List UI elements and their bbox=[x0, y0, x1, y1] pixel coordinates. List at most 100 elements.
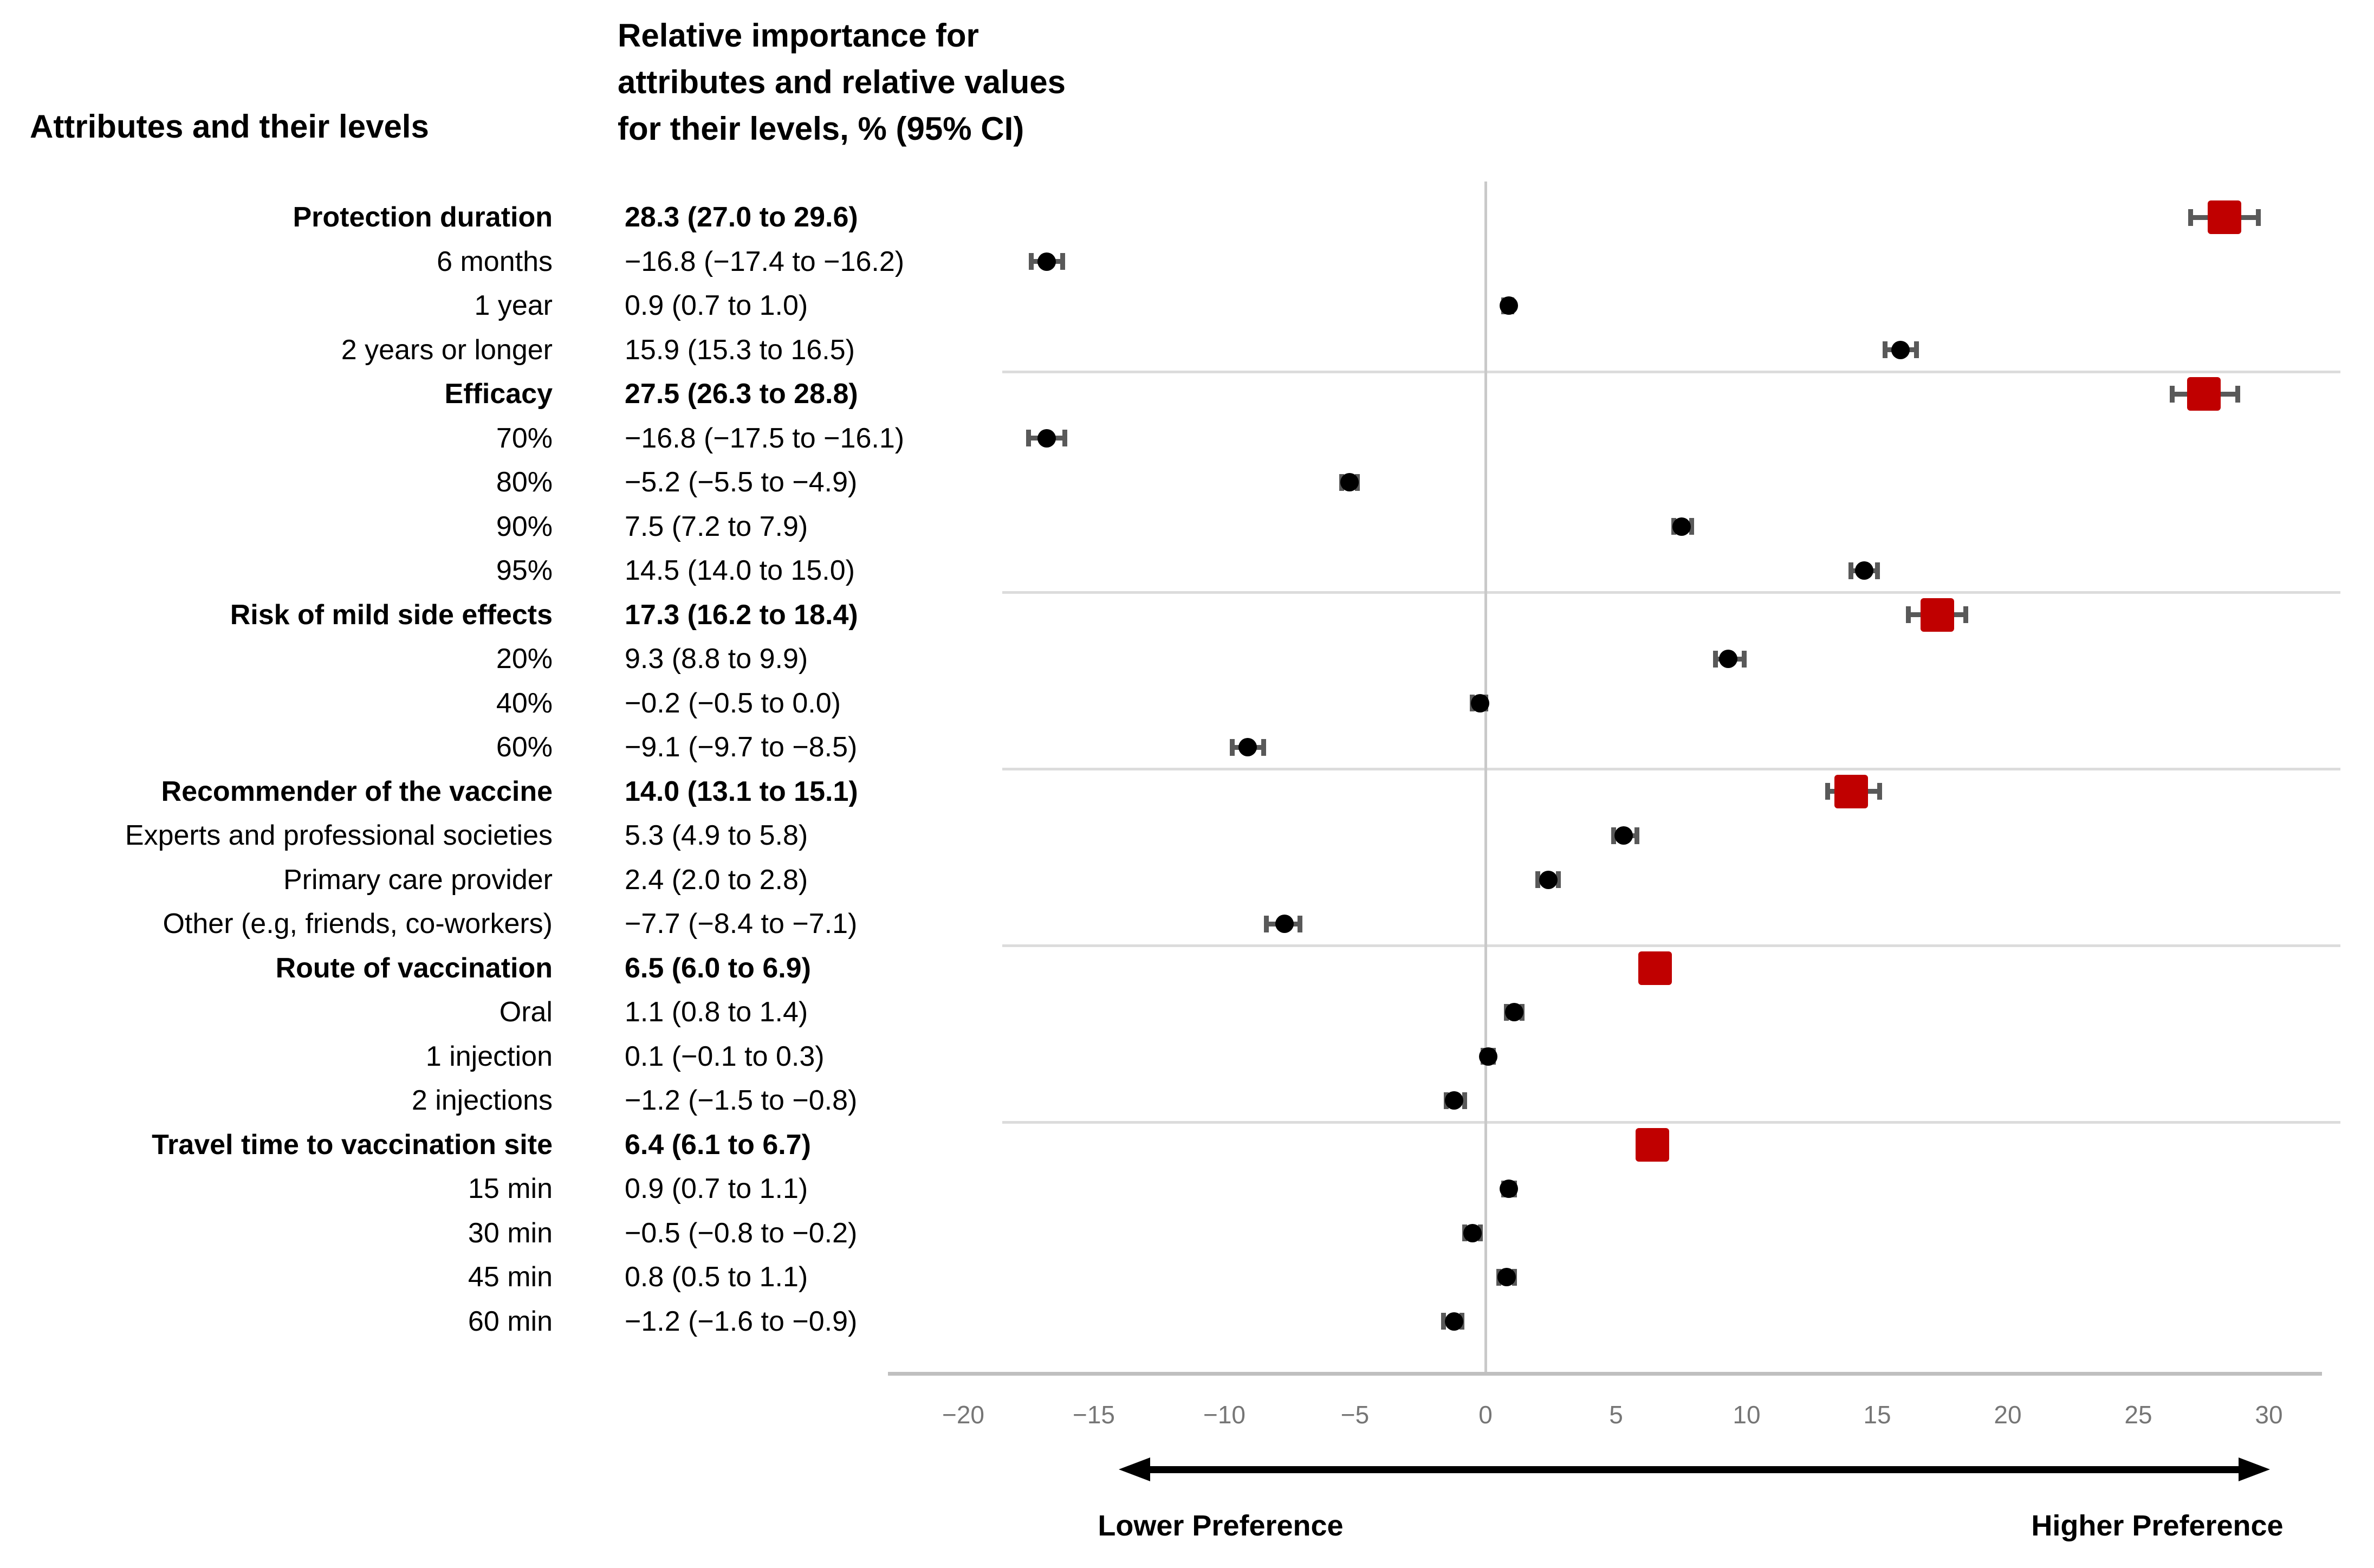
group-separator-line bbox=[1002, 1121, 2340, 1124]
level-value-text: 2.4 (2.0 to 2.8) bbox=[625, 864, 808, 896]
preference-arrow-shaft bbox=[1147, 1466, 2242, 1473]
attribute-estimate-marker bbox=[1636, 1128, 1670, 1162]
arrow-head-right bbox=[2239, 1457, 2270, 1481]
level-label: 45 min bbox=[468, 1261, 553, 1293]
level-estimate-marker bbox=[1614, 826, 1633, 845]
level-estimate-marker bbox=[1500, 1180, 1519, 1198]
ci-lower-cap bbox=[1713, 650, 1718, 668]
level-estimate-marker bbox=[1500, 296, 1519, 315]
level-value-text: 7.5 (7.2 to 7.9) bbox=[625, 510, 808, 542]
level-label: 70% bbox=[496, 422, 553, 454]
arrow-head-left bbox=[1119, 1457, 1150, 1481]
level-label: 2 years or longer bbox=[341, 334, 553, 366]
level-label: 80% bbox=[496, 466, 553, 498]
level-value-text: −0.2 (−0.5 to 0.0) bbox=[625, 687, 841, 719]
level-estimate-marker bbox=[1037, 252, 1056, 271]
level-label: 1 injection bbox=[425, 1040, 553, 1072]
ci-upper-cap bbox=[1741, 650, 1747, 668]
level-estimate-marker bbox=[1478, 1047, 1497, 1066]
level-label: Primary care provider bbox=[283, 864, 553, 896]
level-estimate-marker bbox=[1497, 1268, 1516, 1286]
level-label: 60 min bbox=[468, 1305, 553, 1337]
column-header-attributes: Attributes and their levels bbox=[30, 108, 429, 145]
ci-upper-cap bbox=[1689, 518, 1695, 535]
level-value-text: −7.7 (−8.4 to −7.1) bbox=[625, 908, 858, 939]
ci-upper-cap bbox=[1062, 430, 1068, 446]
level-estimate-marker bbox=[1037, 429, 1056, 448]
x-axis-tick-label: 0 bbox=[1478, 1401, 1493, 1429]
ci-upper-cap bbox=[1914, 341, 1919, 358]
level-value-text: −5.2 (−5.5 to −4.9) bbox=[625, 466, 858, 498]
attribute-label: Risk of mild side effects bbox=[230, 599, 553, 631]
ci-lower-cap bbox=[1611, 827, 1616, 844]
level-estimate-marker bbox=[1445, 1312, 1464, 1331]
level-estimate-marker bbox=[1275, 915, 1294, 933]
level-label: Oral bbox=[499, 996, 553, 1028]
ci-lower-cap bbox=[2170, 385, 2175, 403]
ci-lower-cap bbox=[1882, 341, 1887, 358]
zero-reference-line bbox=[1484, 182, 1487, 1372]
ci-lower-cap bbox=[1825, 783, 1830, 800]
level-estimate-marker bbox=[1238, 738, 1257, 756]
attribute-value-text: 28.3 (27.0 to 29.6) bbox=[625, 202, 858, 233]
attribute-estimate-marker bbox=[1638, 951, 1672, 985]
ci-upper-cap bbox=[1877, 783, 1883, 800]
attribute-label: Efficacy bbox=[444, 378, 553, 410]
attribute-value-text: 6.4 (6.1 to 6.7) bbox=[625, 1129, 811, 1161]
level-value-text: −1.2 (−1.5 to −0.8) bbox=[625, 1085, 858, 1116]
x-axis-tick-label: −5 bbox=[1340, 1401, 1370, 1429]
attribute-estimate-marker bbox=[2208, 200, 2242, 234]
column-header-relative-importance: Relative importance for attributes and r… bbox=[618, 17, 1066, 147]
level-label: 95% bbox=[496, 555, 553, 586]
level-estimate-marker bbox=[1445, 1091, 1464, 1110]
level-value-text: 0.9 (0.7 to 1.1) bbox=[625, 1173, 808, 1204]
level-value-text: 0.8 (0.5 to 1.1) bbox=[625, 1261, 808, 1293]
level-value-text: −9.1 (−9.7 to −8.5) bbox=[625, 731, 858, 763]
ci-upper-cap bbox=[2235, 385, 2240, 403]
x-axis-tick-label: 25 bbox=[2124, 1401, 2152, 1429]
level-value-text: 15.9 (15.3 to 16.5) bbox=[625, 334, 855, 366]
ci-upper-cap bbox=[1462, 1092, 1467, 1109]
group-separator-line bbox=[1002, 591, 2340, 594]
ci-lower-cap bbox=[1028, 253, 1034, 270]
attribute-value-text: 27.5 (26.3 to 28.8) bbox=[625, 378, 858, 410]
ci-lower-cap bbox=[1026, 430, 1031, 446]
ci-upper-cap bbox=[1298, 915, 1303, 932]
level-value-text: 9.3 (8.8 to 9.9) bbox=[625, 643, 808, 675]
ci-lower-cap bbox=[1848, 562, 1854, 579]
level-label: 1 year bbox=[474, 290, 553, 321]
x-axis-tick-label: −20 bbox=[942, 1401, 985, 1429]
level-estimate-marker bbox=[1505, 1003, 1524, 1021]
level-estimate-marker bbox=[1672, 517, 1691, 536]
attribute-value-text: 17.3 (16.2 to 18.4) bbox=[625, 599, 858, 631]
level-label: Other (e.g, friends, co-workers) bbox=[163, 908, 553, 939]
x-axis-line bbox=[888, 1372, 2322, 1376]
level-value-text: −0.5 (−0.8 to −0.2) bbox=[625, 1217, 858, 1249]
ci-lower-cap bbox=[1535, 871, 1540, 888]
group-separator-line bbox=[1002, 768, 2340, 771]
level-value-text: 5.3 (4.9 to 5.8) bbox=[625, 820, 808, 851]
level-label: Experts and professional societies bbox=[125, 820, 553, 851]
level-estimate-marker bbox=[1539, 870, 1558, 889]
x-axis-tick-label: 10 bbox=[1733, 1401, 1761, 1429]
level-estimate-marker bbox=[1463, 1223, 1482, 1242]
level-label: 15 min bbox=[468, 1173, 553, 1204]
level-label: 40% bbox=[496, 687, 553, 719]
level-estimate-marker bbox=[1719, 650, 1738, 668]
attribute-label: Recommender of the vaccine bbox=[161, 775, 553, 807]
level-value-text: 14.5 (14.0 to 15.0) bbox=[625, 555, 855, 586]
attribute-label: Route of vaccination bbox=[275, 952, 553, 984]
level-estimate-marker bbox=[1891, 340, 1910, 359]
level-estimate-marker bbox=[1471, 694, 1490, 712]
attribute-label: Travel time to vaccination site bbox=[152, 1129, 553, 1161]
higher-preference-label: Higher Preference bbox=[2031, 1509, 2284, 1542]
attribute-value-text: 6.5 (6.0 to 6.9) bbox=[625, 952, 811, 984]
attribute-estimate-marker bbox=[2187, 377, 2221, 411]
level-label: 90% bbox=[496, 510, 553, 542]
ci-upper-cap bbox=[1261, 738, 1266, 756]
level-value-text: 1.1 (0.8 to 1.4) bbox=[625, 996, 808, 1028]
x-axis-tick-label: 30 bbox=[2255, 1401, 2283, 1429]
ci-upper-cap bbox=[1963, 606, 1969, 623]
level-value-text: −16.8 (−17.4 to −16.2) bbox=[625, 245, 905, 277]
level-value-text: −16.8 (−17.5 to −16.1) bbox=[625, 422, 905, 454]
